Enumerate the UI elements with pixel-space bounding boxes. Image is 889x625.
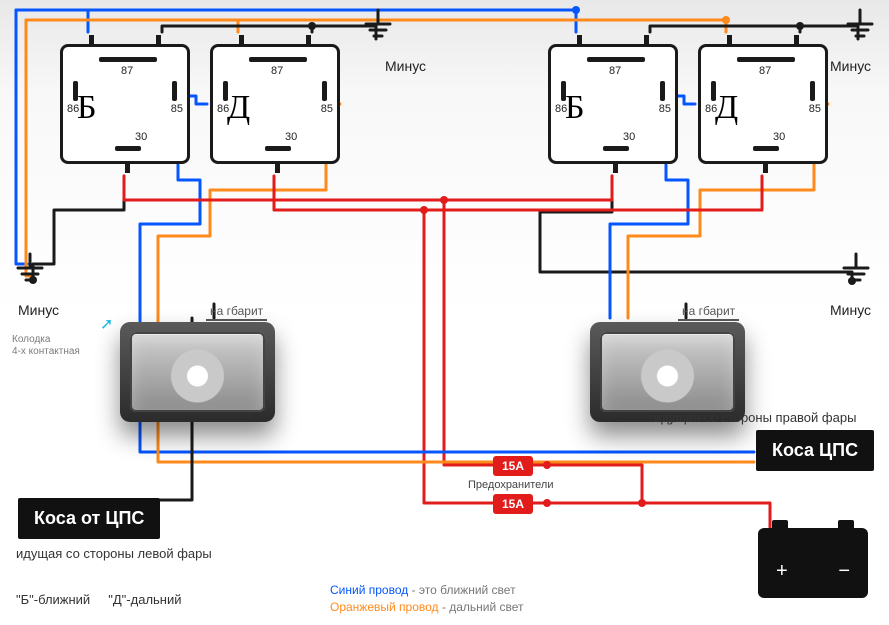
ground-label: Минус xyxy=(385,58,426,74)
wire-legend-orange: Оранжевый провод - дальний свет xyxy=(330,600,524,614)
gabarit-label: на гбарит xyxy=(678,304,739,321)
ground-label: Минус xyxy=(830,302,871,318)
connector-label: Колодка 4-х контактная xyxy=(12,334,80,358)
relay-legend: "Б"-ближний "Д"-дальний xyxy=(16,592,182,607)
battery-icon: + − xyxy=(758,528,868,598)
fuse-2: 15А xyxy=(493,494,533,514)
relay-relay_right_high: 87868530Д xyxy=(698,44,828,164)
relay-relay_left_high: 87868530Д xyxy=(210,44,340,164)
harness-tag-2: Коса ЦПС xyxy=(756,430,874,471)
right_headlight xyxy=(590,322,745,422)
fuses-caption: Предохранители xyxy=(468,479,554,491)
relay-relay_left_low: 87868530Б xyxy=(60,44,190,164)
harness-subtitle-1: идущая со стороны левой фары xyxy=(16,546,212,561)
fuse-1: 15А xyxy=(493,456,533,476)
arrow-icon: ➚ xyxy=(100,314,113,334)
relay-relay_right_low: 87868530Б xyxy=(548,44,678,164)
harness-subtitle-2: идущая со стороны правой фары xyxy=(654,410,856,425)
wire-legend-blue: Синий провод - это ближний свет xyxy=(330,583,516,597)
harness-tag-1: Коса от ЦПС xyxy=(18,498,160,539)
gabarit-label: на гбарит xyxy=(206,304,267,321)
ground-label: Минус xyxy=(18,302,59,318)
ground-label: Минус xyxy=(830,58,871,74)
left_headlight xyxy=(120,322,275,422)
